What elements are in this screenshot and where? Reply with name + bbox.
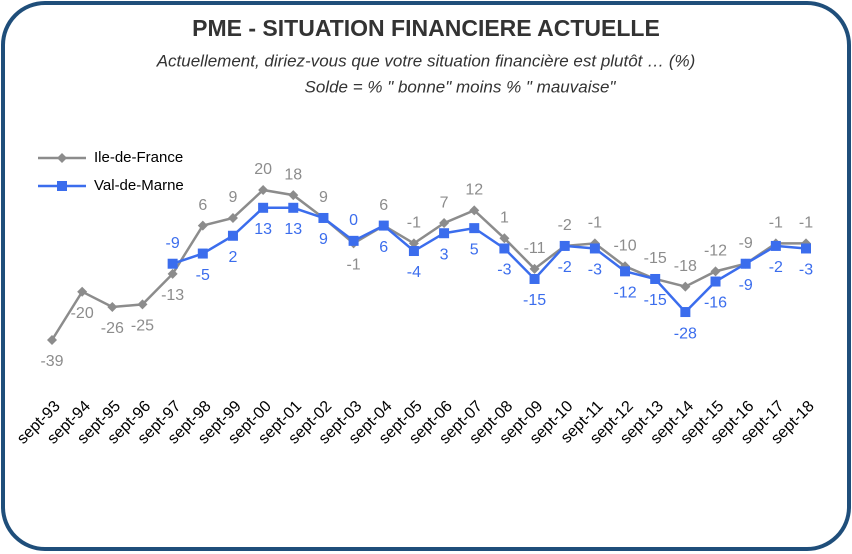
legend-label: Ile-de-France: [94, 149, 183, 166]
data-label: -18: [674, 258, 697, 275]
series-line: [50, 188, 806, 341]
data-label: 9: [229, 189, 238, 206]
data-point: [680, 281, 691, 292]
data-point: [680, 307, 691, 318]
data-point: [439, 228, 450, 239]
data-label: -1: [588, 215, 602, 232]
data-label: 6: [379, 239, 388, 256]
data-point: [288, 190, 299, 201]
data-label: -4: [407, 264, 421, 281]
data-point: [258, 202, 269, 213]
data-label: 5: [470, 241, 479, 258]
data-label: -15: [644, 292, 667, 309]
data-point: [227, 230, 238, 241]
data-point: [559, 240, 570, 251]
data-point: [589, 243, 600, 254]
data-point: [499, 243, 510, 254]
data-label: 2: [229, 249, 238, 266]
data-label: -12: [613, 285, 636, 302]
data-label: -12: [704, 243, 727, 260]
data-label: -1: [769, 215, 783, 232]
data-label: -1: [346, 257, 360, 274]
data-label: -13: [161, 287, 184, 304]
data-label: 6: [379, 197, 388, 214]
data-point: [620, 266, 631, 277]
data-point: [408, 238, 419, 249]
data-label: -16: [704, 295, 727, 312]
data-point: [801, 243, 811, 254]
subtitle: Actuellement, diriez-vous que votre situ…: [156, 51, 696, 70]
data-point: [288, 202, 299, 213]
data-label: 3: [440, 246, 449, 263]
data-label: 20: [254, 161, 272, 178]
data-point: [167, 268, 178, 279]
data-point: [47, 335, 57, 345]
data-point: [348, 235, 359, 246]
data-point: [439, 218, 450, 229]
data-point: [650, 273, 661, 284]
data-point: [378, 220, 389, 231]
data-point: [710, 276, 721, 287]
data-point: [167, 258, 178, 269]
data-point: [408, 246, 419, 257]
data-label: 1: [500, 210, 509, 227]
data-label: 0: [349, 212, 358, 229]
subtitle: Solde = % " bonne" moins % " mauvaise": [305, 77, 617, 96]
legend-marker: [57, 181, 67, 191]
data-label: 12: [465, 182, 483, 199]
data-point: [318, 212, 329, 223]
data-label: -2: [558, 217, 572, 234]
series-line: [172, 206, 807, 314]
data-label: -3: [799, 262, 813, 279]
data-point: [107, 301, 118, 312]
data-label: -5: [196, 267, 210, 284]
data-label: -15: [523, 292, 546, 309]
data-label: -39: [40, 353, 63, 370]
data-label: -28: [674, 325, 697, 342]
data-label: -25: [131, 318, 154, 335]
data-point: [197, 248, 208, 259]
data-label: -1: [407, 215, 421, 232]
data-point: [740, 258, 751, 269]
data-label: 13: [254, 221, 272, 238]
data-label: -9: [739, 277, 753, 294]
data-label: -3: [497, 262, 511, 279]
chart-title: PME - SITUATION FINANCIERE ACTUELLE: [192, 15, 660, 41]
data-point: [770, 240, 781, 251]
data-point: [137, 299, 148, 310]
legend-label: Val-de-Marne: [94, 177, 184, 194]
data-point: [499, 233, 510, 244]
data-point: [529, 263, 540, 274]
data-label: -26: [101, 320, 124, 337]
data-point: [258, 185, 269, 195]
data-label: -1: [799, 215, 813, 232]
data-label: -20: [71, 305, 94, 322]
data-point: [469, 205, 480, 216]
data-label: -10: [613, 237, 636, 254]
data-label: 7: [440, 194, 449, 211]
data-point: [77, 286, 88, 297]
data-point: [529, 273, 540, 284]
legend-marker: [57, 153, 67, 163]
data-label: -2: [558, 259, 572, 276]
data-point: [197, 220, 208, 231]
data-label: 6: [198, 197, 207, 214]
data-point: [710, 266, 721, 277]
data-label: -3: [588, 262, 602, 279]
data-label: -15: [644, 250, 667, 267]
data-label: 9: [319, 189, 328, 206]
data-label: 9: [319, 231, 328, 248]
data-label: -9: [739, 235, 753, 252]
data-label: 13: [284, 221, 302, 238]
data-label: 18: [284, 166, 302, 183]
data-label: -9: [166, 235, 180, 252]
data-label: -2: [769, 259, 783, 276]
data-point: [227, 212, 238, 223]
data-label: -11: [524, 240, 546, 257]
data-point: [469, 223, 480, 234]
